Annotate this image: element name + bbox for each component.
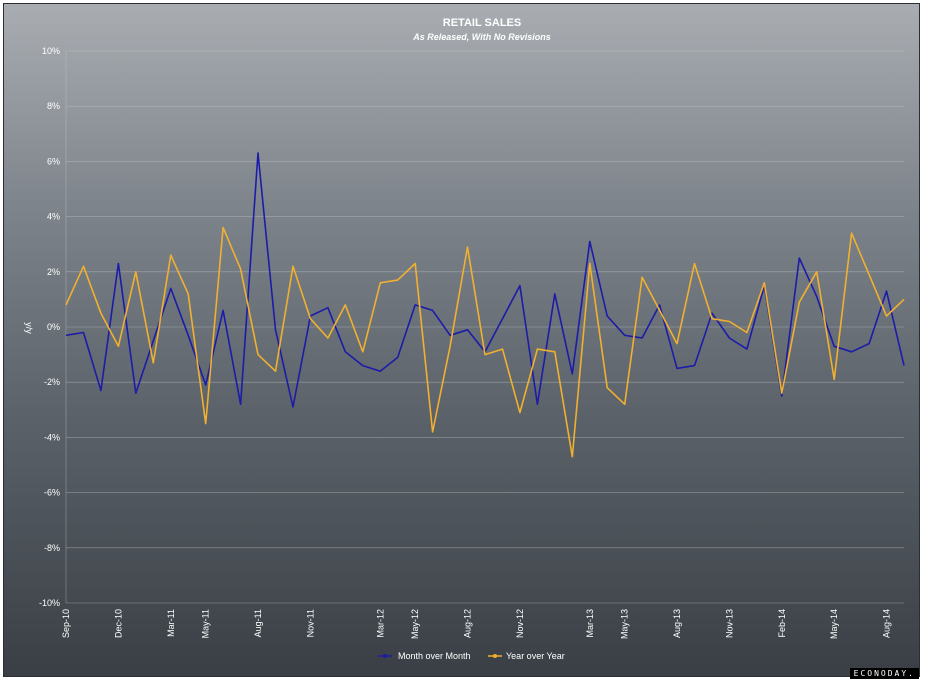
x-tick-label: Mar-12 [375, 609, 385, 638]
x-tick-label: Dec-10 [113, 609, 123, 638]
x-tick-label: Nov-13 [724, 609, 734, 638]
x-tick-label: Feb-14 [777, 609, 787, 638]
y-tick-label: 0% [47, 322, 60, 332]
y-tick-label: 10% [42, 46, 60, 56]
legend-mom-marker [383, 654, 387, 658]
legend-mom-label: Month over Month [398, 651, 471, 661]
y-tick-label: 4% [47, 212, 60, 222]
y-tick-label: -6% [44, 488, 60, 498]
x-tick-label: Sep-10 [61, 609, 71, 638]
y-axis-label: y/y [24, 322, 34, 334]
x-tick-label: Aug-12 [463, 609, 473, 638]
x-tick-label: May-12 [410, 609, 420, 639]
y-tick-label: -2% [44, 377, 60, 387]
x-tick-label: Mar-11 [166, 609, 176, 637]
x-tick-label: Aug-14 [882, 609, 892, 638]
y-tick-label: 8% [47, 101, 60, 111]
legend: Month over Month Year over Year [378, 651, 565, 661]
x-tick-label: Mar-13 [585, 609, 595, 638]
y-tick-label: 2% [47, 267, 60, 277]
y-tick-label: 6% [47, 156, 60, 166]
series-lines [65, 152, 905, 458]
x-tick-label: Aug-13 [672, 609, 682, 638]
legend-yoy-marker [493, 654, 497, 658]
x-axis-ticks: Sep-10 Dec-10 Mar-11 May-11 Aug-11 Nov-11 Mar-… [61, 609, 892, 639]
x-tick-label: May-13 [620, 609, 630, 639]
y-tick-label: -10% [39, 598, 60, 608]
chart-subtitle: As Released, With No Revisions [412, 32, 550, 42]
y-tick-label: -8% [44, 543, 60, 553]
x-tick-label: Nov-12 [515, 609, 525, 638]
x-tick-label: May-14 [829, 609, 839, 639]
legend-yoy-label: Year over Year [506, 651, 565, 661]
series-year-over-year [65, 226, 905, 458]
chart-frame [3, 3, 920, 677]
econoday-logo: ECONODAY. [849, 668, 919, 679]
x-tick-label: Aug-11 [253, 609, 263, 637]
x-tick-label: Nov-11 [305, 609, 315, 637]
grid [65, 50, 904, 604]
y-axis-ticks: 10% 8% 6% 4% 2% 0% -2% -4% -6% -8% -10% [39, 46, 60, 608]
y-tick-label: -4% [44, 432, 60, 442]
x-tick-label: May-11 [201, 609, 211, 638]
chart-title: RETAIL SALES [443, 17, 521, 29]
